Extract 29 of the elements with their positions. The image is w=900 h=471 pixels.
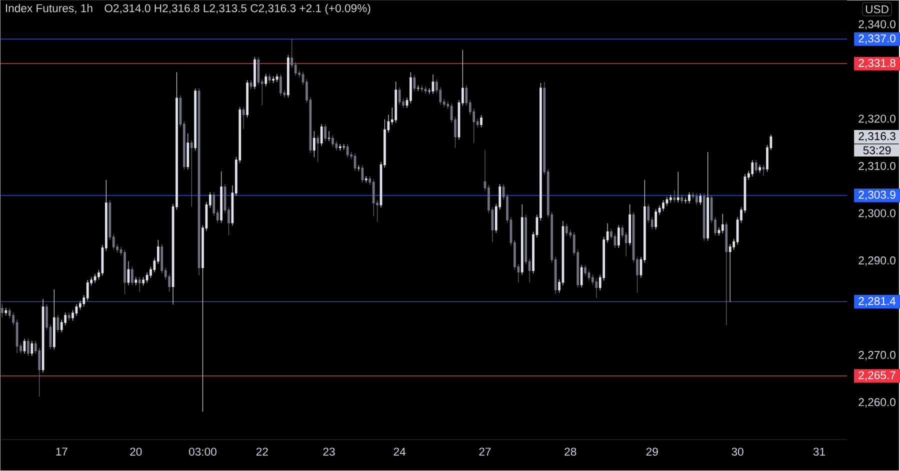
x-tick-label: 31	[813, 448, 825, 456]
x-tick-label: 22	[256, 448, 268, 456]
x-tick-label: 29	[646, 448, 658, 456]
chart-title: Index Futures, 1h	[6, 4, 92, 14]
ref-line-label: 2,265.7	[858, 371, 896, 381]
y-tick-label: 2,300.0	[858, 209, 896, 219]
x-tick-label: 28	[564, 448, 576, 456]
y-tick-label: 2,320.0	[858, 114, 896, 124]
text: 2,316.3	[858, 132, 896, 142]
ref-line-label: 2,337.0	[858, 34, 896, 44]
y-tick-label: 2,260.0	[858, 398, 896, 408]
y-tick-label: 2,270.0	[858, 351, 896, 360]
ref-line-label: 2,303.9	[858, 190, 896, 200]
y-tick-label: 2,340.0	[858, 20, 896, 30]
x-tick-label: 30	[732, 448, 744, 456]
x-tick-label: 23	[323, 448, 335, 456]
y-tick-label: 2,310.0	[858, 162, 896, 172]
annotation: O2,314.0 H2,316.8 L2,313.5 C2,316.3 +2.1 (+0.09%)	[104, 4, 370, 15]
x-tick-label: 20	[130, 448, 142, 456]
x-tick-label: 24	[394, 448, 406, 456]
x-tick-label: 17	[56, 448, 68, 456]
y-tick-label: 2,290.0	[858, 256, 896, 266]
ref-line-label: 2,281.4	[858, 297, 896, 307]
x-tick-label: 27	[479, 448, 491, 456]
text: 53:29	[863, 146, 891, 155]
x-tick-label: 03:00	[189, 448, 216, 456]
candlestick	[592, 274, 594, 286]
ref-line-label: 2,331.8	[858, 59, 896, 68]
text: USD	[866, 5, 888, 14]
